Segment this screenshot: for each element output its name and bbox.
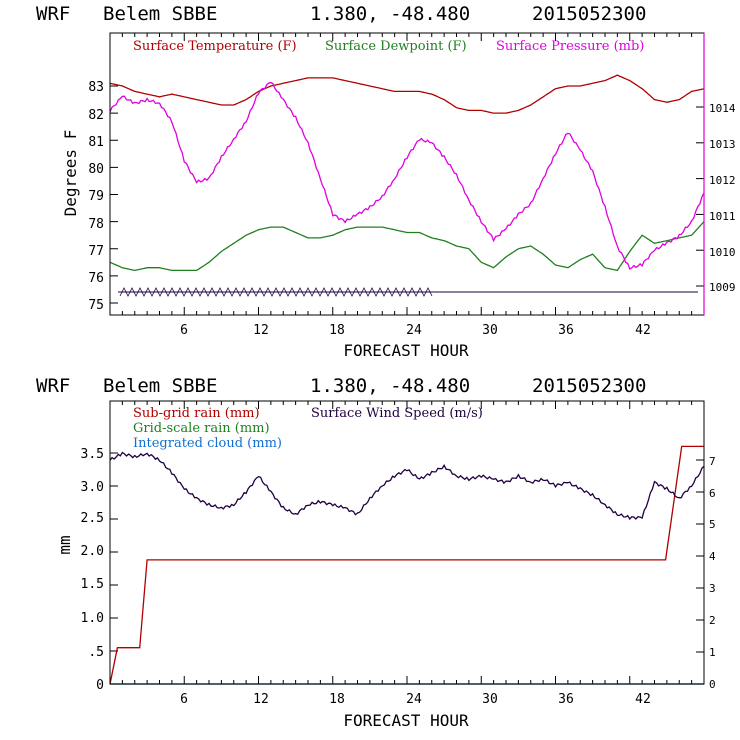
top-y2-tick-label: 1012	[709, 174, 736, 187]
bottom-x-tick-label: 30	[482, 692, 498, 707]
bottom-y-tick-label: 3.0	[81, 480, 104, 495]
top-y-tick-labels: 75 76 77 78 79 80 81 82 83	[88, 80, 104, 313]
bottom-y2-tick-label: 4	[709, 550, 716, 563]
wind-speed-line	[109, 451, 705, 521]
top-y-tick-label: 77	[88, 244, 104, 259]
bottom-y-tick-labels: 0 .5 1.0 1.5 2.0 2.5 3.0 3.5	[81, 447, 104, 693]
top-y2-tick-label: 1010	[709, 246, 736, 259]
bottom-tick-marks	[109, 401, 705, 685]
bottom-y2-tick-label: 6	[709, 487, 716, 500]
bottom-x-tick-label: 24	[406, 692, 422, 707]
top-tick-marks	[109, 33, 705, 315]
top-y-tick-label: 83	[88, 80, 104, 95]
top-x-tick-label: 36	[558, 323, 574, 338]
top-x-tick-label: 42	[635, 323, 651, 338]
bottom-y2-tick-labels: 0 1 2 3 4 5 6 7	[709, 455, 716, 691]
bottom-y2-tick-label: 1	[709, 646, 716, 659]
bottom-y-axis-label: mm	[55, 535, 74, 554]
top-y-tick-label: 81	[88, 135, 104, 150]
top-x-tick-label: 30	[482, 323, 498, 338]
top-x-tick-label: 12	[253, 323, 269, 338]
top-y2-tick-label: 1009	[709, 281, 736, 294]
bottom-title-station: Belem SBBE	[103, 375, 217, 397]
bottom-y2-tick-label: 7	[709, 455, 716, 468]
top-title-station: Belem SBBE	[103, 3, 217, 25]
sub-grid-rain-line	[109, 445, 704, 685]
bottom-title-coords: 1.380, -48.480	[310, 375, 470, 397]
top-y-tick-label: 76	[88, 271, 104, 286]
top-plot-frame	[109, 32, 705, 316]
bottom-x-tick-label: 36	[558, 692, 574, 707]
top-wind-barbs	[118, 287, 698, 297]
bottom-y-tick-label: 2.5	[81, 511, 104, 526]
top-y-axis-label: Degrees F	[61, 130, 80, 217]
bottom-y-tick-label: 0	[96, 678, 104, 693]
top-y2-tick-label: 1013	[709, 138, 736, 151]
top-y-tick-label: 80	[88, 162, 104, 177]
legend-surface-temperature: Surface Temperature (F)	[133, 39, 297, 54]
top-title-model: WRF	[36, 3, 70, 25]
top-legend: Surface Temperature (F) Surface Dewpoint…	[133, 39, 644, 54]
legend-sub-grid-rain: Sub-grid rain (mm)	[133, 406, 260, 421]
bottom-plot-frame	[109, 400, 705, 685]
dewpoint-line	[109, 221, 705, 272]
bottom-y2-tick-label: 0	[709, 678, 716, 691]
legend-integrated-cloud: Integrated cloud (mm)	[133, 436, 282, 451]
top-y2-tick-label: 1014	[709, 102, 736, 115]
top-title-run: 2015052300	[532, 3, 646, 25]
legend-grid-scale-rain: Grid-scale rain (mm)	[133, 421, 270, 436]
bottom-legend: Sub-grid rain (mm) Grid-scale rain (mm) …	[133, 406, 483, 451]
bottom-y-tick-label: 1.0	[81, 611, 104, 626]
top-x-tick-labels: 6 12 18 24 30 36 42	[180, 323, 651, 338]
wind-barbs-zigzag	[119, 287, 433, 297]
top-y-tick-label: 75	[88, 298, 104, 313]
legend-surface-pressure: Surface Pressure (mb)	[496, 39, 644, 54]
top-chart-title: WRF Belem SBBE 1.380, -48.480 2015052300	[36, 3, 646, 25]
top-y-tick-label: 79	[88, 189, 104, 204]
top-y2-tick-label: 1011	[709, 210, 736, 223]
bottom-x-tick-label: 42	[635, 692, 651, 707]
bottom-title-run: 2015052300	[532, 375, 646, 397]
top-x-tick-label: 6	[180, 323, 188, 338]
bottom-y2-tick-label: 5	[709, 518, 716, 531]
bottom-title-model: WRF	[36, 375, 70, 397]
bottom-y-tick-label: 3.5	[81, 447, 104, 462]
bottom-chart-title: WRF Belem SBBE 1.380, -48.480 2015052300	[36, 375, 646, 397]
pressure-line	[109, 81, 705, 270]
top-title-coords: 1.380, -48.480	[310, 3, 470, 25]
legend-surface-wind-speed: Surface Wind Speed (m/s)	[311, 406, 483, 421]
bottom-x-tick-label: 6	[180, 692, 188, 707]
top-series-group	[109, 74, 705, 272]
bottom-y2-tick-label: 3	[709, 582, 716, 595]
top-y2-tick-labels: 1009 1010 1011 1012 1013 1014	[709, 102, 736, 294]
bottom-x-tick-label: 12	[253, 692, 269, 707]
bottom-y-tick-label: 1.5	[81, 577, 104, 592]
bottom-y-tick-label: 2.0	[81, 544, 104, 559]
legend-surface-dewpoint: Surface Dewpoint (F)	[325, 39, 467, 54]
bottom-y2-tick-label: 2	[709, 614, 716, 627]
bottom-x-tick-label: 18	[329, 692, 345, 707]
bottom-x-axis-label: FORECAST HOUR	[343, 711, 469, 730]
top-x-tick-label: 24	[406, 323, 422, 338]
top-x-tick-label: 18	[329, 323, 345, 338]
top-x-axis-label: FORECAST HOUR	[343, 341, 469, 360]
top-y-tick-label: 78	[88, 217, 104, 232]
temperature-line	[109, 74, 705, 114]
bottom-series-group	[109, 445, 705, 685]
bottom-y-tick-label: .5	[88, 645, 104, 660]
top-y-tick-label: 82	[88, 108, 104, 123]
bottom-x-tick-labels: 6 12 18 24 30 36 42	[180, 692, 651, 707]
